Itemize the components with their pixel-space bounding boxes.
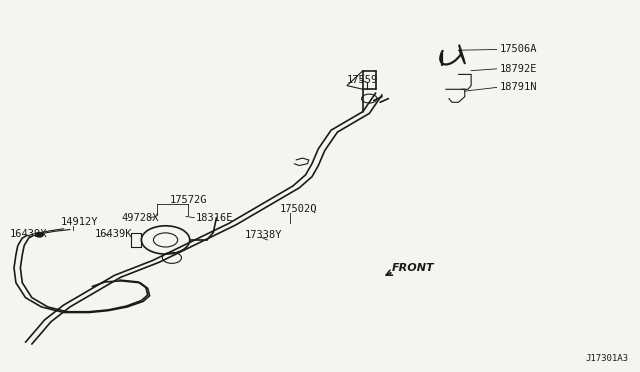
Circle shape — [36, 232, 44, 237]
Text: J17301A3: J17301A3 — [586, 354, 628, 363]
Text: 17559: 17559 — [347, 75, 378, 85]
Text: 17506A: 17506A — [500, 45, 538, 54]
Text: FRONT: FRONT — [392, 263, 434, 273]
Text: 49728X: 49728X — [121, 213, 159, 222]
Text: 17572G: 17572G — [170, 195, 207, 205]
Text: 18791N: 18791N — [500, 83, 538, 92]
Text: 14912Y: 14912Y — [61, 218, 98, 227]
Text: 17338Y: 17338Y — [245, 230, 283, 240]
Text: 17502Q: 17502Q — [280, 204, 317, 214]
Text: 16439X: 16439X — [10, 230, 47, 239]
Text: 16439K: 16439K — [94, 230, 132, 239]
Text: 18316E: 18316E — [196, 213, 234, 222]
Text: 18792E: 18792E — [500, 64, 538, 74]
